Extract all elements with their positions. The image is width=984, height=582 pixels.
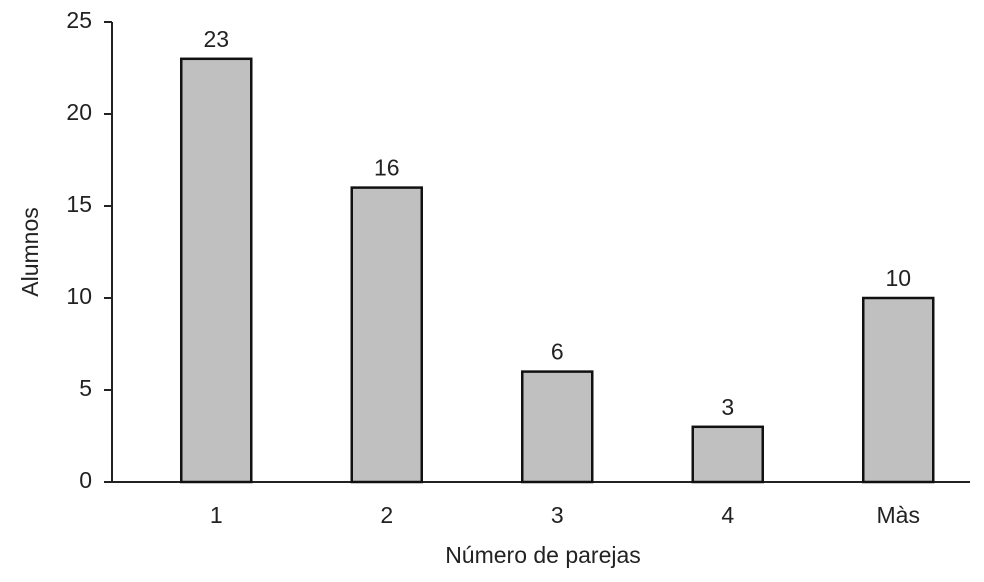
bar — [180, 57, 253, 484]
value-label: 10 — [885, 265, 911, 291]
y-tick-label: 20 — [66, 99, 92, 125]
y-axis-label: Alumnos — [17, 207, 43, 296]
y-tick-label: 25 — [66, 7, 92, 33]
x-tick-label: 4 — [721, 502, 734, 528]
bar — [691, 425, 764, 484]
bar — [521, 370, 594, 484]
x-tick-label: Màs — [877, 502, 920, 528]
x-axis-label: Número de parejas — [445, 542, 641, 568]
value-label: 16 — [374, 155, 400, 181]
bar — [862, 296, 935, 484]
y-tick-label: 0 — [79, 467, 92, 493]
value-label: 23 — [203, 26, 229, 52]
y-tick-label: 10 — [66, 283, 92, 309]
value-label: 6 — [551, 339, 564, 365]
x-tick-label: 3 — [551, 502, 564, 528]
x-tick-label: 2 — [380, 502, 393, 528]
y-tick-label: 15 — [66, 191, 92, 217]
bar — [350, 186, 423, 484]
y-tick-label: 5 — [79, 375, 92, 401]
x-tick-label: 1 — [210, 502, 223, 528]
value-label: 3 — [721, 394, 734, 420]
